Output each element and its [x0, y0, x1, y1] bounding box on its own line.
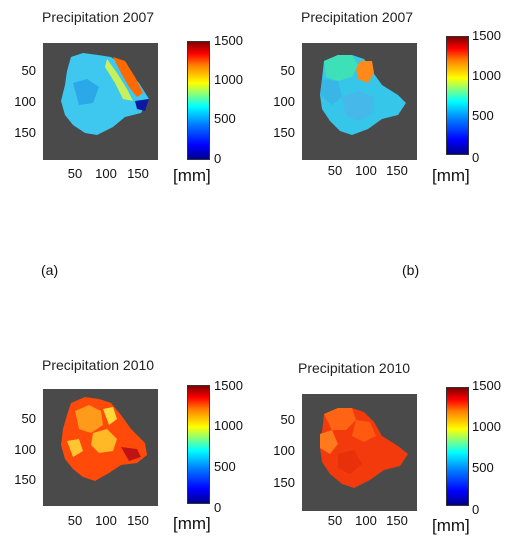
colorbar-unit: [mm]	[432, 166, 470, 185]
colorbar	[446, 36, 469, 155]
region-map-high	[113, 57, 143, 97]
colorbar-tick: 500	[214, 111, 236, 126]
y-tick: 100	[273, 443, 295, 458]
colorbar-tick: 0	[472, 150, 480, 165]
y-tick: 50	[21, 63, 36, 78]
colorbar-tick: 0	[214, 500, 222, 515]
y-tick: 100	[14, 442, 36, 457]
x-tick: 100	[95, 166, 117, 181]
colorbar-tick: 1500	[214, 378, 243, 393]
region-map-zone	[121, 447, 141, 461]
colorbar-unit: [mm]	[173, 514, 211, 533]
region-map-zone	[320, 430, 338, 454]
panel-title: Precipitation 2007	[301, 9, 414, 25]
region-map-zone	[103, 407, 117, 425]
x-tick: 150	[386, 163, 408, 178]
region-map-zone	[324, 55, 358, 81]
y-tick: 150	[273, 475, 295, 490]
x-tick: 150	[127, 166, 149, 181]
region-map-ridge	[105, 59, 133, 101]
y-tick: 50	[280, 63, 295, 78]
heatmap-plot	[302, 43, 417, 160]
colorbar-unit: [mm]	[173, 166, 211, 185]
panel-title: Precipitation 2007	[42, 9, 155, 25]
region-map-zone	[91, 429, 117, 453]
colorbar-tick: 500	[214, 459, 236, 474]
y-tick: 100	[273, 94, 295, 109]
region-map-zone	[342, 91, 374, 121]
colorbar	[187, 385, 210, 504]
region-map-zone	[320, 79, 342, 105]
colorbar-tick: 1000	[472, 419, 501, 434]
x-tick: 50	[67, 166, 83, 181]
x-tick: 150	[386, 513, 408, 528]
colorbar-tick: 1000	[214, 418, 243, 433]
colorbar-tick: 0	[214, 151, 222, 166]
x-tick: 100	[355, 163, 377, 178]
region-map-mid	[73, 79, 99, 105]
colorbar-tick: 1500	[472, 378, 501, 393]
y-tick: 150	[14, 472, 36, 487]
region-map-zone	[338, 450, 362, 474]
region-map-zone	[324, 408, 356, 430]
colorbar	[446, 387, 469, 506]
y-tick: 50	[21, 411, 36, 426]
panel-label: (a)	[41, 262, 59, 278]
x-tick: 50	[67, 513, 83, 528]
y-tick: 150	[273, 125, 295, 140]
panel-label: (b)	[402, 262, 420, 278]
x-tick: 150	[127, 513, 149, 528]
colorbar-tick: 1500	[214, 33, 243, 48]
panel-title: Precipitation 2010	[298, 360, 411, 376]
region-map-high	[356, 61, 374, 83]
colorbar-tick: 1000	[214, 72, 243, 87]
colorbar-tick: 500	[472, 108, 494, 123]
colorbar	[187, 41, 210, 160]
panel-title: Precipitation 2010	[42, 357, 155, 373]
colorbar-tick: 1000	[472, 68, 501, 83]
x-tick: 50	[327, 163, 343, 178]
region-map-low	[135, 99, 149, 111]
x-tick: 100	[95, 513, 117, 528]
heatmap-plot	[302, 394, 417, 511]
colorbar-tick: 0	[472, 502, 480, 517]
region-map-zone	[67, 439, 83, 457]
x-tick: 50	[327, 513, 343, 528]
region-map-zone	[352, 420, 376, 442]
colorbar-tick: 1500	[472, 28, 501, 43]
heatmap-plot	[43, 43, 158, 160]
x-tick: 100	[355, 513, 377, 528]
y-tick: 150	[14, 125, 36, 140]
y-tick: 100	[14, 94, 36, 109]
region-map-zone	[75, 405, 103, 433]
colorbar-unit: [mm]	[432, 516, 470, 535]
y-tick: 50	[280, 412, 295, 427]
colorbar-tick: 500	[472, 460, 494, 475]
heatmap-plot	[43, 389, 158, 506]
